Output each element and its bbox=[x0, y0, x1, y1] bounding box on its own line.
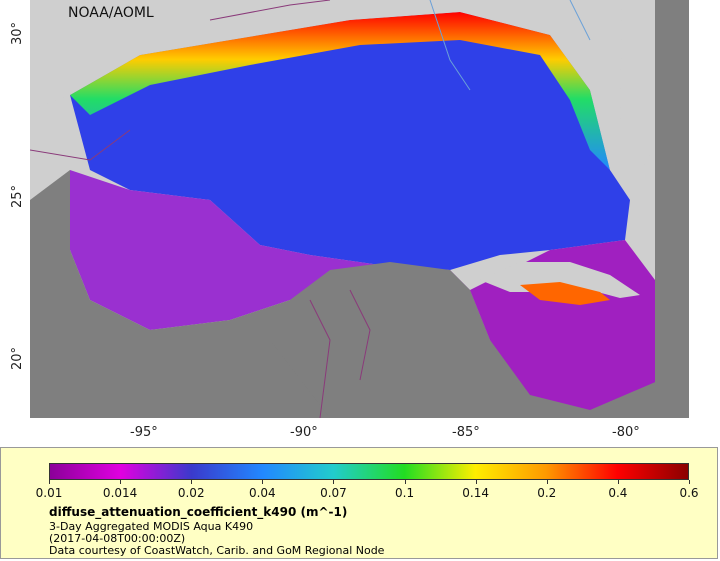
dataset-time: (2017-04-08T00:00:00Z) bbox=[49, 532, 186, 545]
variable-name: diffuse_attenuation_coefficient_k490 (m^… bbox=[49, 505, 348, 519]
colorbar-tick-label: 0.014 bbox=[102, 486, 138, 500]
gulf-water bbox=[70, 12, 630, 270]
lat-tick-label: 30° bbox=[10, 21, 25, 45]
lon-tick-label: -95° bbox=[130, 425, 158, 440]
k490-map bbox=[30, 0, 689, 418]
legend-panel: diffuse_attenuation_coefficient_k490 (m^… bbox=[0, 447, 718, 559]
colorbar-tick-mark bbox=[617, 480, 619, 484]
border-line bbox=[30, 129, 131, 161]
colorbar-tick-mark bbox=[262, 480, 264, 484]
colorbar-tick-label: 0.04 bbox=[248, 486, 276, 500]
map-credit: NOAA/AOML bbox=[68, 5, 154, 21]
cuba-land bbox=[480, 262, 640, 298]
colorbar-tick-label: 0.2 bbox=[537, 486, 557, 500]
northern-coastal-band bbox=[70, 12, 610, 170]
no-data-strip bbox=[655, 0, 689, 418]
lat-tick-label: 20° bbox=[10, 346, 25, 370]
usa-land bbox=[30, 0, 655, 190]
colorbar-tick-label: 0.01 bbox=[35, 486, 63, 500]
florida-land bbox=[618, 0, 655, 192]
lon-tick-label: -80° bbox=[612, 425, 640, 440]
colorbar-tick-label: 0.1 bbox=[395, 486, 415, 500]
lon-tick-label: -90° bbox=[290, 425, 318, 440]
border-line bbox=[309, 299, 331, 418]
dataset-description: 3-Day Aggregated MODIS Aqua K490 bbox=[49, 520, 254, 533]
map-panel: NOAA/AOML bbox=[30, 0, 689, 418]
colorbar-tick-label: 0.6 bbox=[679, 486, 699, 500]
data-credit: Data courtesy of CoastWatch, Carib. and … bbox=[49, 544, 385, 557]
colorbar-tick-label: 0.07 bbox=[320, 486, 347, 500]
river-line bbox=[429, 0, 471, 91]
colorbar-tick-mark bbox=[404, 480, 406, 484]
lat-tick-label: 25° bbox=[10, 184, 25, 208]
colorbar-tick-mark bbox=[49, 480, 50, 484]
colorbar-tick-mark bbox=[120, 480, 122, 484]
colorbar-tick-mark bbox=[689, 480, 690, 484]
colorbar-tick-mark bbox=[333, 480, 335, 484]
colorbar-tick-label: 0.4 bbox=[608, 486, 628, 500]
colorbar-tick-label: 0.02 bbox=[177, 486, 205, 500]
lon-tick-label: -85° bbox=[452, 425, 480, 440]
colorbar-tick-label: 0.14 bbox=[462, 486, 490, 500]
colorbar-tick-mark bbox=[475, 480, 477, 484]
colorbar bbox=[49, 463, 689, 480]
border-line bbox=[209, 0, 331, 21]
border-line bbox=[349, 289, 371, 381]
river-line bbox=[569, 0, 591, 41]
colorbar-tick-mark bbox=[191, 480, 193, 484]
cuba-shelf bbox=[520, 282, 610, 305]
colorbar-tick-mark bbox=[546, 480, 548, 484]
